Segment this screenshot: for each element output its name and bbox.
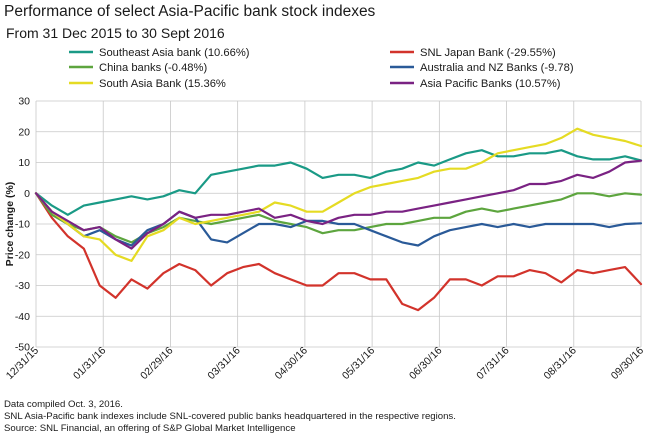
y-tick-label: -20 <box>15 249 30 261</box>
x-tick-label: 07/31/16 <box>474 345 511 382</box>
y-tick-label: -50 <box>15 342 30 354</box>
legend-label: SNL Japan Bank (-29.55%) <box>420 47 556 59</box>
legend-label: South Asia Bank (15.36% <box>99 78 226 90</box>
chart-notes: Data compiled Oct. 3, 2016. SNL Asia-Pac… <box>4 399 456 434</box>
x-tick-label: 01/31/16 <box>71 345 108 382</box>
legend-label: China banks (-0.48%) <box>99 62 207 74</box>
legend-label: Asia Pacific Banks (10.57%) <box>420 78 561 90</box>
x-tick-label: 05/31/16 <box>340 345 377 382</box>
x-tick-label: 04/30/16 <box>273 345 310 382</box>
note-description: SNL Asia-Pacific bank indexes include SN… <box>4 410 456 422</box>
x-tick-label: 02/29/16 <box>138 345 175 382</box>
series-line <box>34 192 643 247</box>
y-tick-label: -40 <box>15 311 30 323</box>
x-tick-label: 08/31/16 <box>542 345 579 382</box>
x-tick-label: 03/31/16 <box>205 345 242 382</box>
note-source: Source: SNL Financial, an offering of S&… <box>4 422 296 434</box>
y-tick-label: -10 <box>15 219 30 231</box>
series-line <box>34 159 643 250</box>
note-data-compiled: Data compiled Oct. 3, 2016. <box>4 399 123 410</box>
x-tick-label: 09/30/16 <box>609 345 646 382</box>
y-tick-label: 20 <box>18 126 30 138</box>
series-line <box>34 149 643 216</box>
y-tick-label: -30 <box>15 280 30 292</box>
y-tick-label: 0 <box>24 188 30 200</box>
y-tick-label: 30 <box>18 96 30 108</box>
series-line <box>34 192 643 312</box>
chart-subtitle: From 31 Dec 2015 to 30 Sept 2016 <box>6 25 225 41</box>
y-tick-label: 10 <box>18 157 30 169</box>
x-tick-label: 06/30/16 <box>407 345 444 382</box>
series-line <box>34 127 643 262</box>
chart-title: Performance of select Asia-Pacific bank … <box>4 3 376 20</box>
legend-label: Australia and NZ Banks (-9.78) <box>420 62 574 74</box>
legend-label: Southeast Asia bank (10.66%) <box>99 47 250 59</box>
y-axis-label: Price change (%) <box>4 182 16 267</box>
